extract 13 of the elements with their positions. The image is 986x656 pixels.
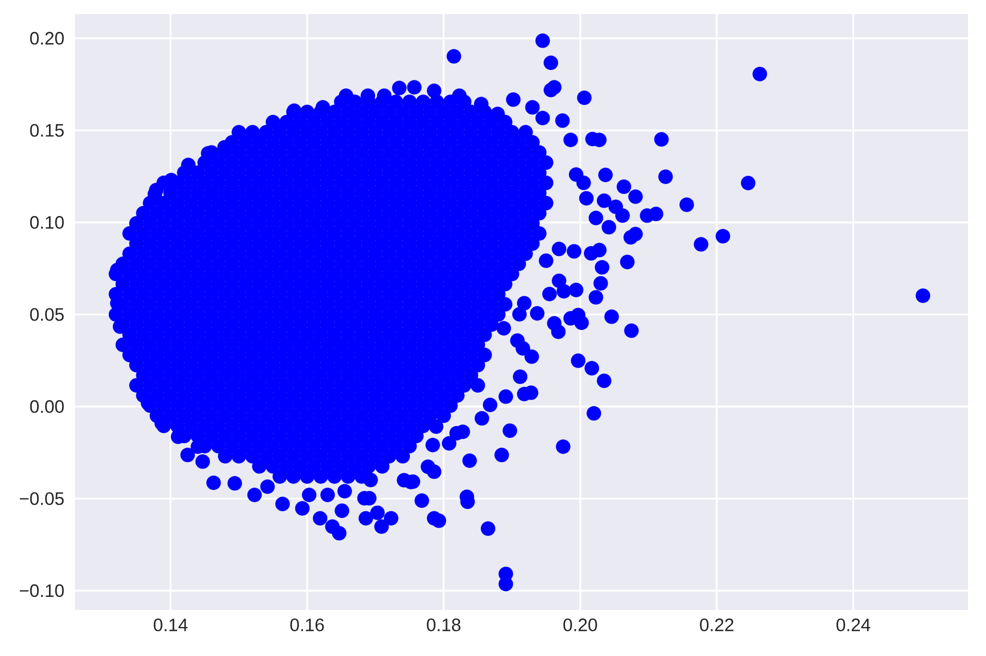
x-tick-label: 0.20	[563, 618, 598, 632]
x-tick-label: 0.22	[700, 618, 734, 632]
x-tick-label: 0.24	[836, 618, 870, 632]
y-tick-label: 0.00	[30, 400, 64, 413]
y-tick-label: −0.10	[20, 584, 64, 598]
x-tick-label: 0.16	[290, 618, 324, 632]
y-tick-label: −0.05	[20, 492, 64, 505]
x-tick-label: 0.18	[426, 618, 460, 632]
y-tick-label: 0.10	[30, 216, 64, 229]
y-tick-label: 0.20	[30, 32, 64, 45]
y-tick-label: 0.05	[30, 308, 64, 321]
x-tick-label: 0.14	[154, 618, 188, 632]
y-tick-label: 0.15	[30, 124, 64, 137]
